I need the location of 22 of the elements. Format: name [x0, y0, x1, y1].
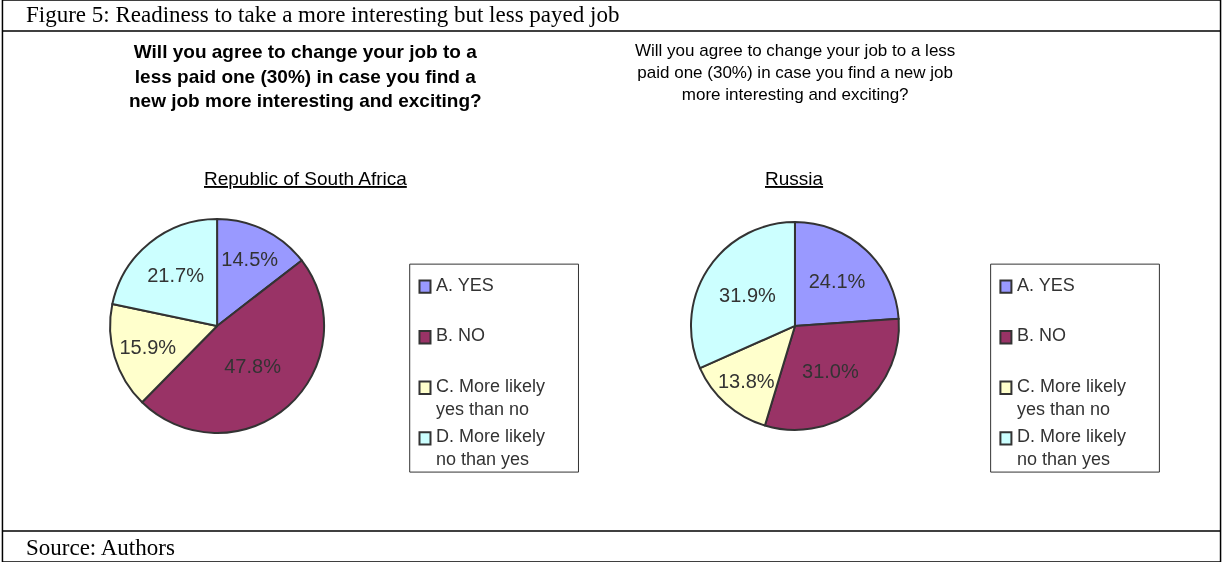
source-note: Source: Authors — [26, 535, 175, 560]
legend-label: B. NO — [436, 325, 486, 345]
legend-label: D. More likely no than yes — [1017, 426, 1127, 470]
data-label: 14.5% — [221, 248, 279, 271]
data-label: 31.0% — [802, 359, 859, 382]
data-label: 13.8% — [717, 369, 775, 392]
chart-title: Will you agree to change your job to a less paid one (30%) in case you find a new job more interesting and exciting? — [635, 41, 956, 105]
legend-label: B. NO — [1017, 325, 1067, 345]
legend-label: A. YES — [436, 275, 494, 295]
data-label: 15.9% — [119, 335, 177, 358]
legend-label: D. More likely no than yes — [436, 426, 546, 470]
data-label: 47.8% — [224, 355, 282, 377]
chart-subtitle: Russia — [765, 168, 824, 189]
legend-label: C. More likely yes than no — [1017, 376, 1127, 420]
chart-title: Will you agree to change your job to a less paid one (30%) in case you find a new job more interesting and exciting? — [129, 41, 482, 112]
caption: Figure 5: Readiness to take a more interesting but less payed job — [26, 2, 620, 27]
legend-label: A. YES — [1017, 275, 1075, 295]
chart-subtitle: Republic of South Africa — [204, 168, 408, 189]
data-label: 21.7% — [147, 264, 205, 287]
legend-label: C. More likely yes than no — [436, 376, 546, 420]
data-label: 24.1% — [808, 269, 866, 292]
data-label: 31.9% — [719, 284, 777, 307]
